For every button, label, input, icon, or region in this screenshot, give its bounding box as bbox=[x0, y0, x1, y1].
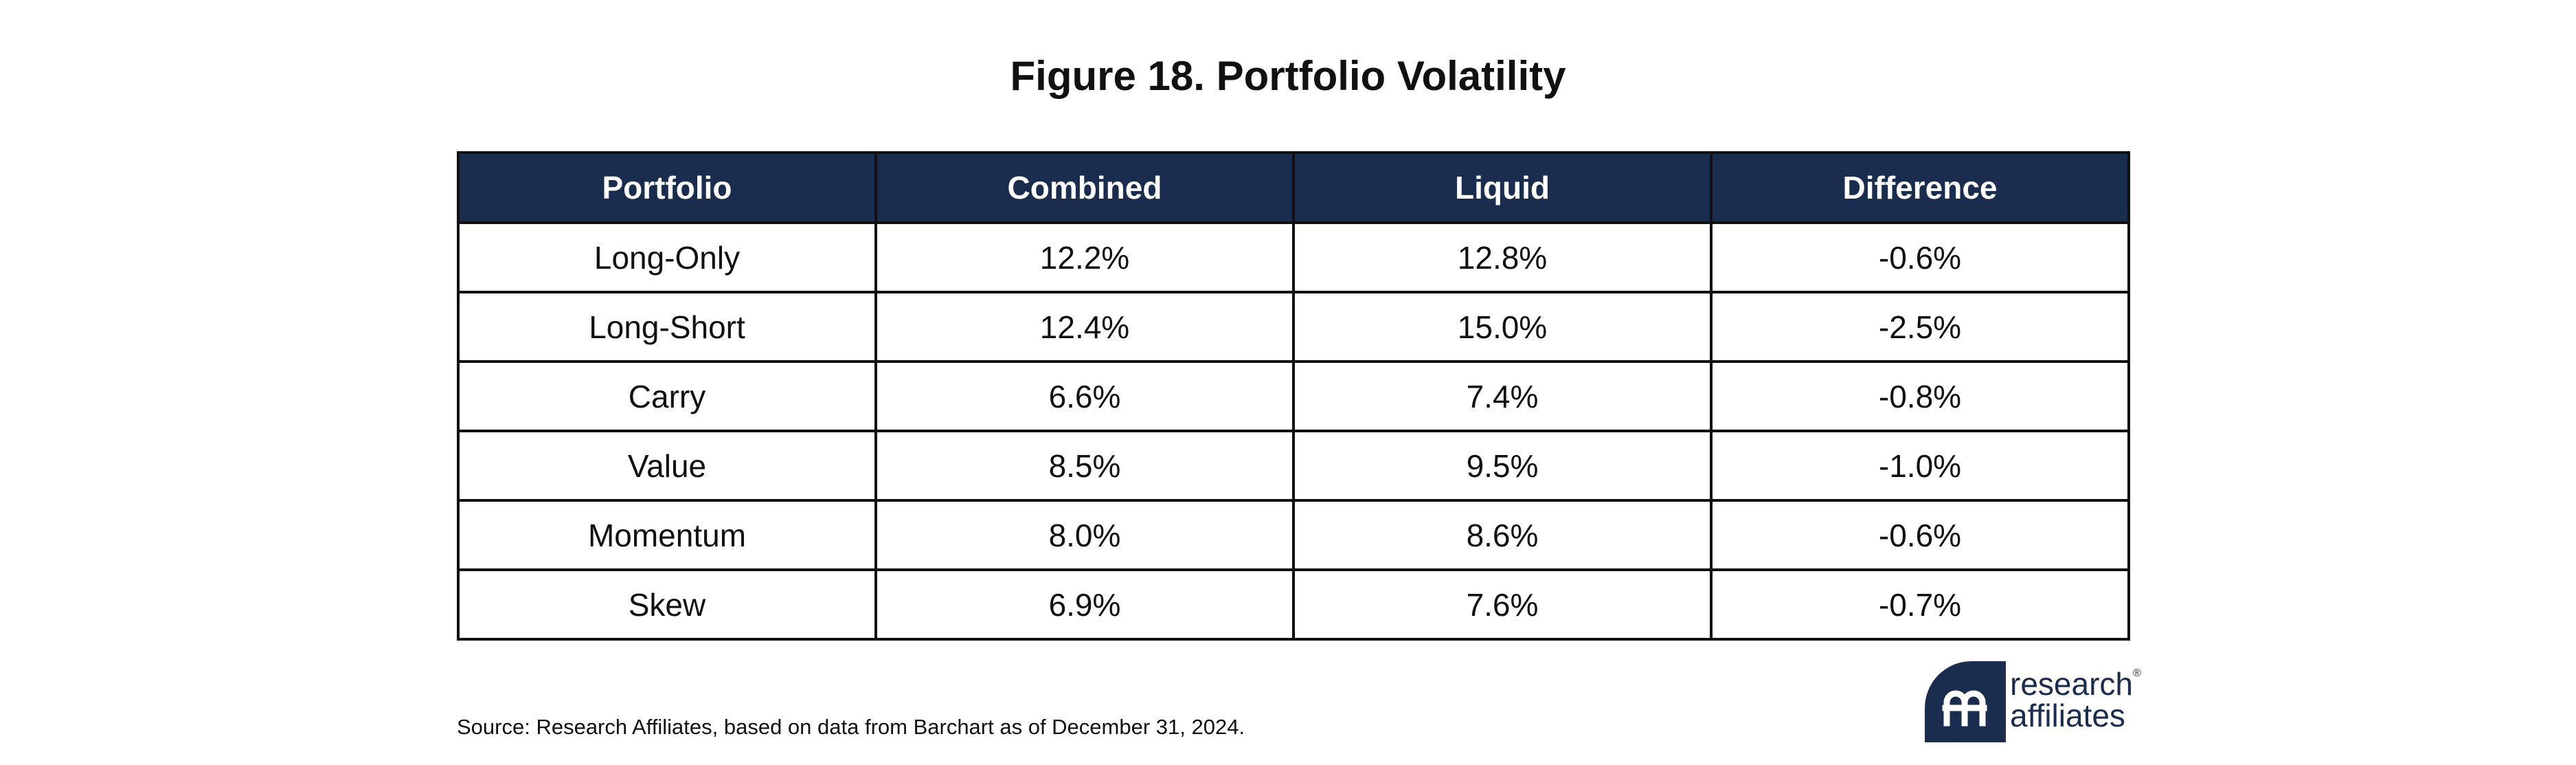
table-cell: 8.5% bbox=[874, 430, 1295, 502]
research-affiliates-logo: research® affiliates bbox=[1925, 660, 2141, 742]
table-cell: -0.6% bbox=[1710, 221, 2130, 293]
table-header-row: Portfolio Combined Liquid Difference bbox=[457, 151, 2130, 224]
table-cell: -1.0% bbox=[1710, 430, 2130, 502]
source-note: Source: Research Affiliates, based on da… bbox=[457, 715, 1245, 739]
table-row: Long-Only 12.2% 12.8% -0.6% bbox=[457, 221, 2130, 293]
figure-title: Figure 18. Portfolio Volatility bbox=[1010, 53, 1566, 99]
table-row: Momentum 8.0% 8.6% -0.6% bbox=[457, 499, 2130, 571]
logo-mark-icon bbox=[1925, 661, 2006, 742]
table-row: Long-Short 12.4% 15.0% -2.5% bbox=[457, 291, 2130, 363]
table-cell: Long-Short bbox=[457, 291, 877, 363]
table-cell: 6.6% bbox=[874, 360, 1295, 432]
table-cell: -0.8% bbox=[1710, 360, 2130, 432]
column-header-difference: Difference bbox=[1710, 151, 2130, 224]
volatility-table: Portfolio Combined Liquid Difference Lon… bbox=[457, 151, 2130, 641]
table-cell: Carry bbox=[457, 360, 877, 432]
table-cell: Long-Only bbox=[457, 221, 877, 293]
table-cell: 12.4% bbox=[874, 291, 1295, 363]
table-row: Value 8.5% 9.5% -1.0% bbox=[457, 430, 2130, 502]
table-cell: Momentum bbox=[457, 499, 877, 571]
table-cell: 9.5% bbox=[1292, 430, 1713, 502]
table-cell: -0.7% bbox=[1710, 568, 2130, 641]
column-header-portfolio: Portfolio bbox=[457, 151, 877, 224]
logo-wordmark: research® affiliates bbox=[2010, 666, 2141, 733]
table-cell: 12.2% bbox=[874, 221, 1295, 293]
table-cell: Value bbox=[457, 430, 877, 502]
registered-mark: ® bbox=[2132, 667, 2141, 679]
logo-word-affiliates: affiliates bbox=[2010, 698, 2125, 733]
table-cell: 7.6% bbox=[1292, 568, 1713, 641]
table-cell: 15.0% bbox=[1292, 291, 1713, 363]
logo-word-research: research® bbox=[2010, 666, 2141, 702]
table-cell: -0.6% bbox=[1710, 499, 2130, 571]
column-header-combined: Combined bbox=[874, 151, 1295, 224]
table-cell: Skew bbox=[457, 568, 877, 641]
table-cell: 7.4% bbox=[1292, 360, 1713, 432]
table-cell: 6.9% bbox=[874, 568, 1295, 641]
column-header-liquid: Liquid bbox=[1292, 151, 1713, 224]
table-row: Carry 6.6% 7.4% -0.8% bbox=[457, 360, 2130, 432]
table-cell: 8.6% bbox=[1292, 499, 1713, 571]
table-cell: 12.8% bbox=[1292, 221, 1713, 293]
table-cell: 8.0% bbox=[874, 499, 1295, 571]
table-cell: -2.5% bbox=[1710, 291, 2130, 363]
table-row: Skew 6.9% 7.6% -0.7% bbox=[457, 568, 2130, 641]
